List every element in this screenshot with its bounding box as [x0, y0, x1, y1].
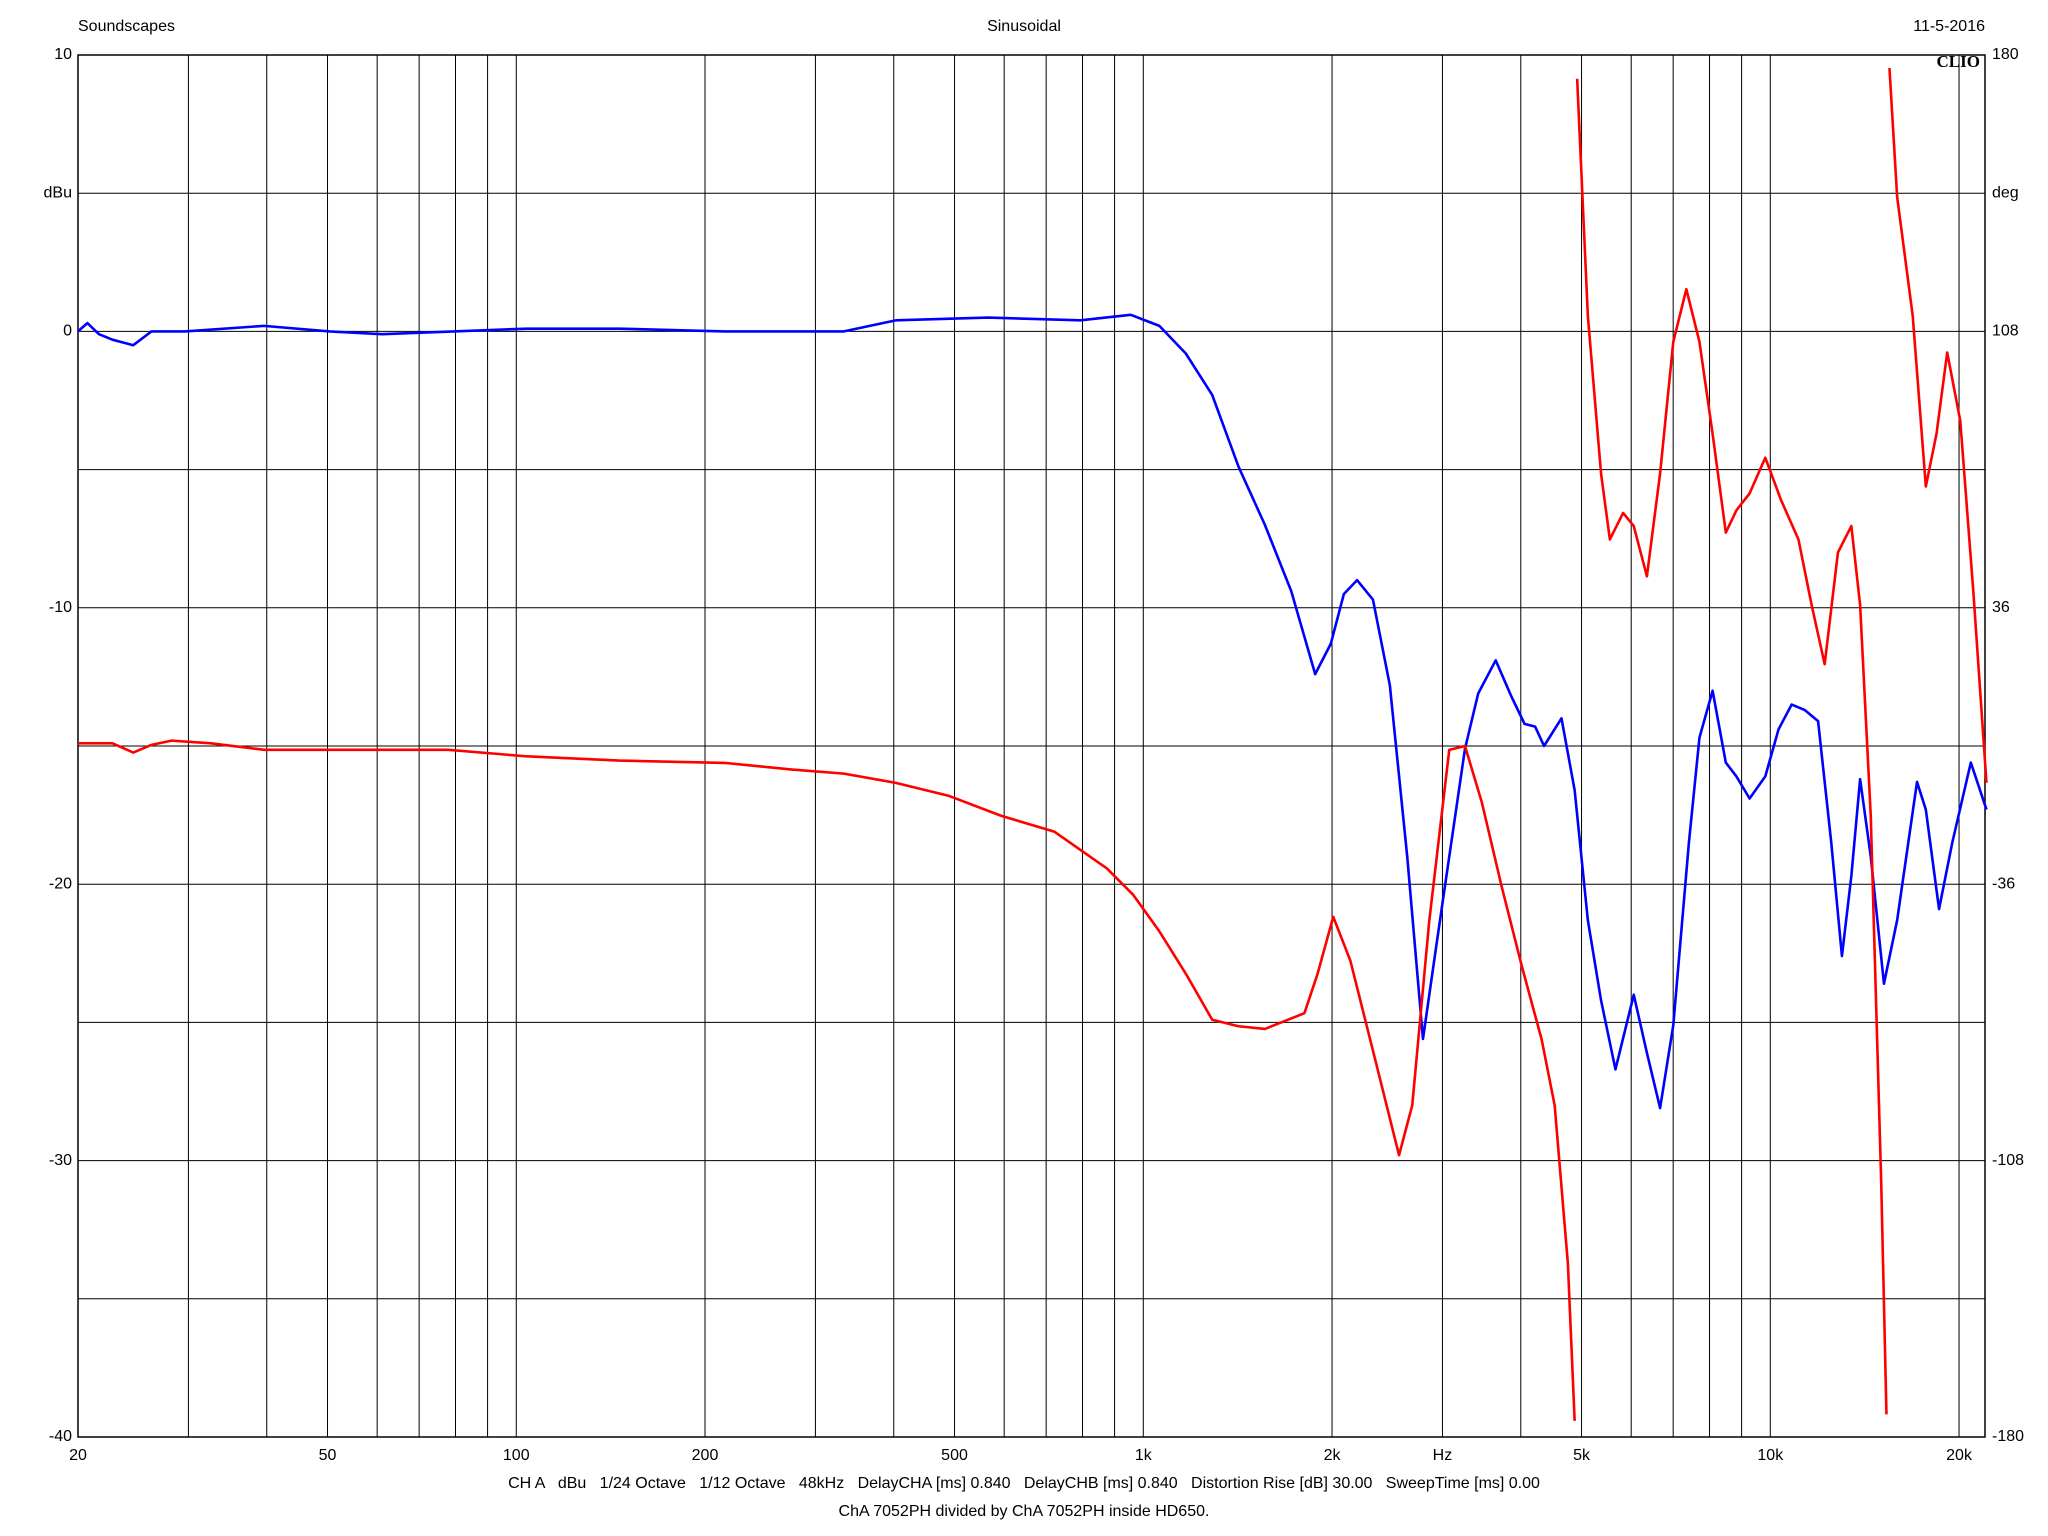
chart-title: Sinusoidal	[987, 18, 1061, 35]
y2-tick-label: -108	[1992, 1152, 2024, 1169]
brand: CLIO	[1937, 52, 1980, 71]
x-tick-label: 1k	[1135, 1447, 1153, 1464]
y-tick-label: -30	[49, 1152, 72, 1169]
x-tick-label: 20k	[1946, 1447, 1973, 1464]
y2-tick-label: 180	[1992, 46, 2019, 63]
y2-unit-label: deg	[1992, 184, 2019, 201]
header-left: Soundscapes	[78, 18, 175, 35]
y2-tick-label: -180	[1992, 1428, 2024, 1445]
y-tick-label: 0	[63, 323, 72, 340]
x-tick-label: 10k	[1757, 1447, 1784, 1464]
footer-line: CH A dBu 1/24 Octave 1/12 Octave 48kHz D…	[508, 1475, 1540, 1492]
x-unit-label: Hz	[1433, 1447, 1453, 1464]
data-line	[78, 67, 1988, 1421]
footer-line: ChA 7052PH divided by ChA 7052PH inside …	[839, 1503, 1210, 1520]
y2-tick-label: -36	[1992, 875, 2015, 892]
x-tick-label: 500	[941, 1447, 968, 1464]
data-line	[77, 313, 1988, 1110]
x-tick-label: 2k	[1324, 1447, 1342, 1464]
x-tick-label: 5k	[1573, 1447, 1591, 1464]
y-tick-label: -40	[49, 1428, 72, 1445]
x-tick-label: 50	[319, 1447, 337, 1464]
y2-tick-label: 36	[1992, 599, 2010, 616]
x-tick-label: 100	[503, 1447, 530, 1464]
y-tick-label: -20	[49, 875, 72, 892]
y-unit-label: dBu	[44, 184, 72, 201]
header-right: 11-5-2016	[1913, 18, 1985, 35]
y-tick-label: -10	[49, 599, 72, 616]
x-tick-label: 200	[692, 1447, 719, 1464]
x-tick-label: 20	[69, 1447, 87, 1464]
y2-tick-label: 108	[1992, 323, 2019, 340]
y-tick-label: 10	[54, 46, 72, 63]
